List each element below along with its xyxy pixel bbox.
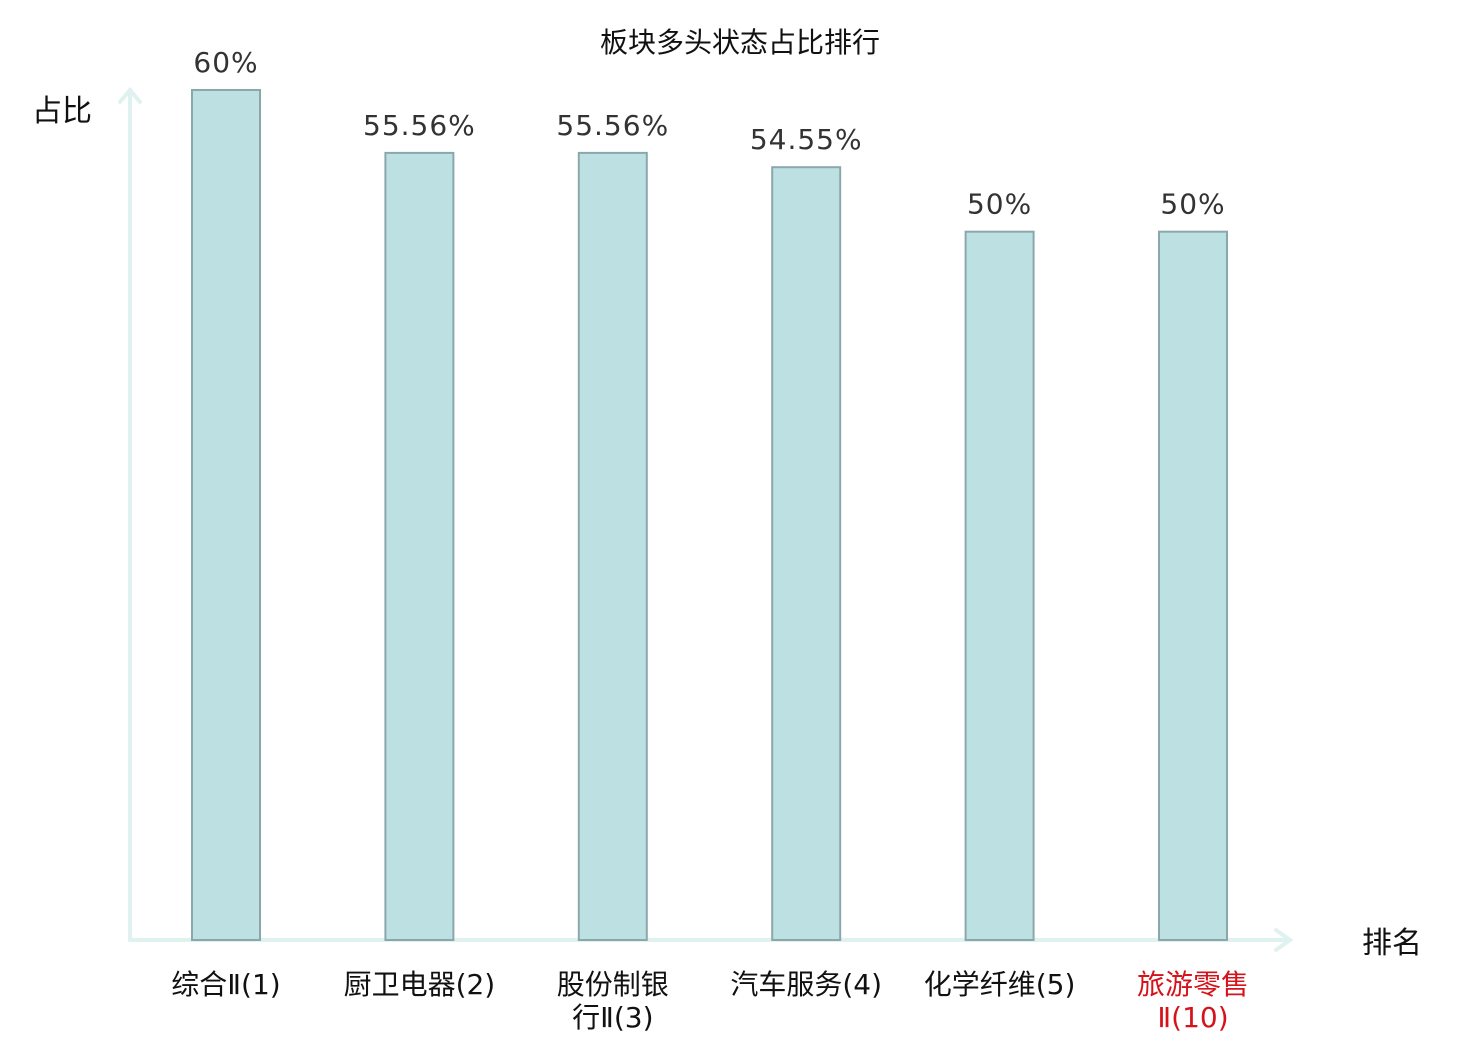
value-label-4: 50% <box>967 188 1032 221</box>
category-label-2-line-0: 股份制银 <box>557 968 669 1001</box>
value-label-5: 50% <box>1160 188 1225 221</box>
category-label-2-line-1: 行Ⅱ(3) <box>572 1001 653 1034</box>
value-labels-group: 60% 55.56% 55.56% 54.55% 50% 50% <box>193 46 1225 221</box>
category-label-0: 综合Ⅱ(1) <box>171 968 280 1001</box>
bars-group <box>191 89 1228 941</box>
bar-3 <box>771 166 842 941</box>
bar-5 <box>1158 230 1228 941</box>
chart-title: 板块多头状态占比排行 <box>600 26 880 59</box>
value-label-0: 60% <box>193 46 258 79</box>
y-axis-label: 占比 <box>32 94 92 129</box>
value-label-2: 55.56% <box>556 109 669 142</box>
value-label-1: 55.56% <box>363 109 476 142</box>
category-label-1: 厨卫电器(2) <box>344 968 496 1001</box>
bar-4 <box>964 230 1035 941</box>
category-label-5-line-0: 旅游零售 <box>1137 968 1249 1001</box>
category-label-4: 化学纤维(5) <box>924 968 1076 1001</box>
x-axis-arrow <box>1274 928 1294 952</box>
bar-2 <box>577 151 648 941</box>
category-label-5-line-1: Ⅱ(10) <box>1157 1001 1228 1034</box>
category-label-3: 汽车服务(4) <box>730 968 882 1001</box>
value-label-3: 54.55% <box>750 123 863 156</box>
bar-0 <box>191 89 261 941</box>
x-axis-label: 排名 <box>1362 926 1422 961</box>
bar-1 <box>384 151 455 941</box>
axes <box>118 86 1294 952</box>
